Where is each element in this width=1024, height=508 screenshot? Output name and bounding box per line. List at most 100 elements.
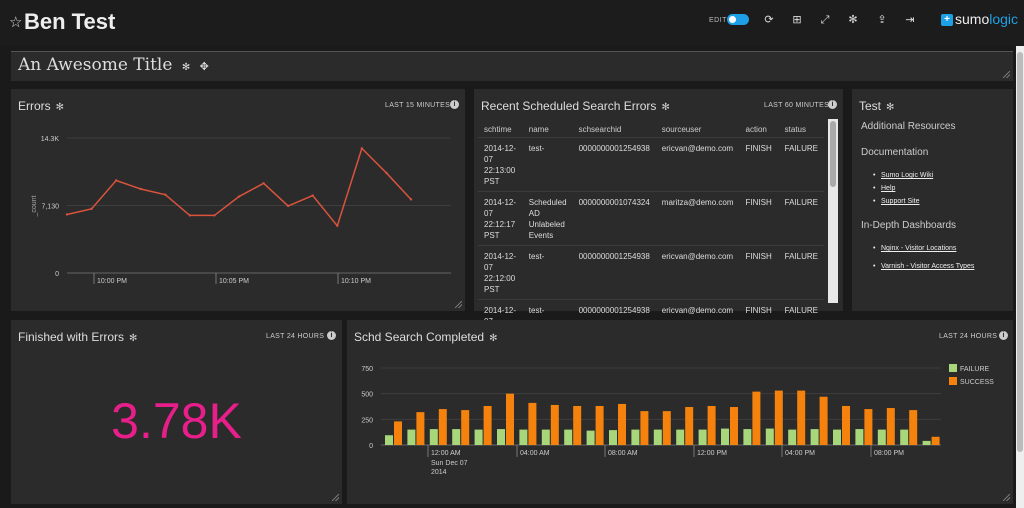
time-range: LAST 15 MINUTES (385, 102, 451, 109)
info-icon[interactable]: i (327, 331, 336, 340)
table-cell: 2014-12-07 22:12:17 PST (478, 190, 523, 245)
success-bar (416, 412, 425, 445)
gear-icon[interactable]: ✻ (886, 102, 895, 113)
add-panel-icon[interactable]: ⊞ (792, 14, 802, 26)
failure-bar (452, 429, 461, 445)
failure-bar (407, 429, 416, 445)
link-help[interactable]: Help (873, 185, 896, 192)
exit-icon[interactable]: ⇥ (905, 14, 915, 26)
panel-title: Finished with Errors ✻ (18, 330, 137, 344)
move-icon[interactable]: ✥ (199, 60, 209, 73)
success-bar (528, 402, 537, 445)
sumo-logo-text: sumologic (955, 11, 1019, 27)
resize-handle-icon[interactable] (1003, 71, 1010, 78)
x-tick-label: 12:00 AM (431, 450, 461, 457)
link-sumo-wiki[interactable]: Sumo Logic Wiki (873, 172, 933, 179)
completed-bar-chart: 750 500 250 0 12:00 AM 04:00 AM 08:00 AM 12:00 … (361, 364, 994, 476)
table-cell: ericvan@demo.com (655, 244, 740, 299)
data-point (164, 193, 167, 196)
table-cell: 2014-12-07 22:12:00 PST (478, 244, 523, 299)
y-tick-label: 14.3K (41, 136, 60, 143)
gear-icon[interactable]: ✻ (55, 102, 65, 113)
resources-heading: Additional Resources (861, 121, 956, 132)
refresh-icon[interactable]: ⟳ (764, 14, 774, 26)
table-header-row: schtime name schsearchid sourceuser acti… (478, 123, 824, 137)
errors-series-line (66, 146, 412, 228)
table-scrollbar[interactable] (828, 119, 838, 303)
resize-handle-icon[interactable] (455, 301, 462, 308)
success-bar (506, 393, 514, 445)
data-point (286, 204, 290, 208)
sumo-logo-icon: + (941, 14, 953, 26)
legend-swatch (949, 377, 957, 385)
edit-toggle[interactable] (727, 14, 749, 25)
star-icon[interactable]: ☆ (9, 14, 23, 31)
search-completed-panel: Schd Search Completed ✻ LAST 24 HOURS i 7… (347, 320, 1013, 504)
gear-icon[interactable]: ✻ (129, 333, 138, 344)
x-sub-label: 2014 (431, 469, 447, 476)
info-icon[interactable]: i (450, 100, 459, 109)
info-icon[interactable]: i (828, 100, 837, 109)
failure-bar (855, 429, 864, 445)
failure-bar (519, 429, 528, 445)
page-scroll-thumb[interactable] (1017, 52, 1023, 452)
success-bar (752, 391, 761, 445)
x-tick-label: 12:00 PM (697, 450, 727, 457)
failure-bar (676, 429, 685, 445)
gear-icon[interactable]: ✻ (181, 62, 191, 73)
failure-bar (497, 429, 505, 445)
success-bar (461, 410, 470, 445)
column-header[interactable]: name (528, 125, 549, 135)
table-cell: FAILURE (778, 190, 824, 245)
column-header[interactable]: sourceuser (661, 125, 702, 135)
table-row[interactable]: 2014-12-07 22:13:00 PST test- 000000000125… (478, 136, 824, 191)
table-row[interactable]: 2014-12-07 22:12:00 PST test- 000000000125… (478, 244, 824, 299)
y-tick-label: 7,130 (41, 204, 59, 211)
failure-bar (810, 429, 819, 445)
x-tick-label: 04:00 PM (785, 450, 815, 457)
resize-handle-icon[interactable] (1003, 494, 1010, 501)
gear-icon[interactable]: ✻ (489, 333, 498, 344)
legend-swatch (949, 364, 957, 372)
column-header[interactable]: schtime (484, 125, 512, 135)
table-cell: test- (522, 136, 573, 191)
y-tick-label: 500 (361, 392, 373, 399)
table-row[interactable]: 2014-12-07 22:12:17 PST Scheduled AD Unla… (478, 190, 824, 245)
table-scroll-thumb[interactable] (830, 121, 836, 187)
gear-icon[interactable]: ✻ (661, 102, 670, 113)
data-point (237, 195, 241, 198)
x-tick-label: 10:05 PM (219, 278, 249, 285)
column-header[interactable]: status (784, 125, 806, 135)
link-support-site[interactable]: Support Site (873, 198, 919, 205)
failure-bar (429, 429, 438, 445)
success-bar (438, 409, 447, 445)
failure-bar (653, 429, 662, 445)
fullscreen-icon[interactable]: ⤢ (820, 14, 830, 26)
share-icon[interactable]: ⇪ (877, 14, 887, 26)
table-cell: FAILURE (778, 244, 824, 299)
link-nginx[interactable]: Nginx - Visitor Locations (873, 245, 956, 252)
gear-icon[interactable]: ✻ (848, 14, 858, 26)
success-bar (886, 408, 895, 445)
errors-line-chart: 14.3K 7,130 0 _count 10:00 PM 10:05 PM 10:10 P… (31, 136, 451, 285)
info-icon[interactable]: i (999, 331, 1008, 340)
link-varnish[interactable]: Varnish - Visitor Access Types (873, 263, 974, 270)
legend-label: FAILURE (960, 366, 990, 373)
table-cell: ericvan@demo.com (655, 136, 740, 191)
failure-bar (609, 430, 617, 445)
success-bar (797, 390, 806, 445)
x-tick-label: 08:00 AM (608, 450, 638, 457)
completed-title: Schd Search Completed (354, 330, 485, 344)
column-header[interactable]: action (745, 125, 767, 135)
column-header[interactable]: schsearchid (578, 125, 622, 135)
success-bar (550, 404, 559, 445)
success-bar (685, 407, 694, 445)
data-point (188, 214, 192, 217)
success-bar (842, 405, 850, 445)
x-tick-label: 08:00 PM (874, 450, 904, 457)
data-point (409, 198, 413, 201)
success-bar (618, 403, 626, 445)
resize-handle-icon[interactable] (332, 494, 339, 501)
errors-panel: Errors ✻ LAST 15 MINUTES i 14.3K 7,130 0 _co… (11, 89, 465, 311)
success-bar (483, 405, 492, 445)
